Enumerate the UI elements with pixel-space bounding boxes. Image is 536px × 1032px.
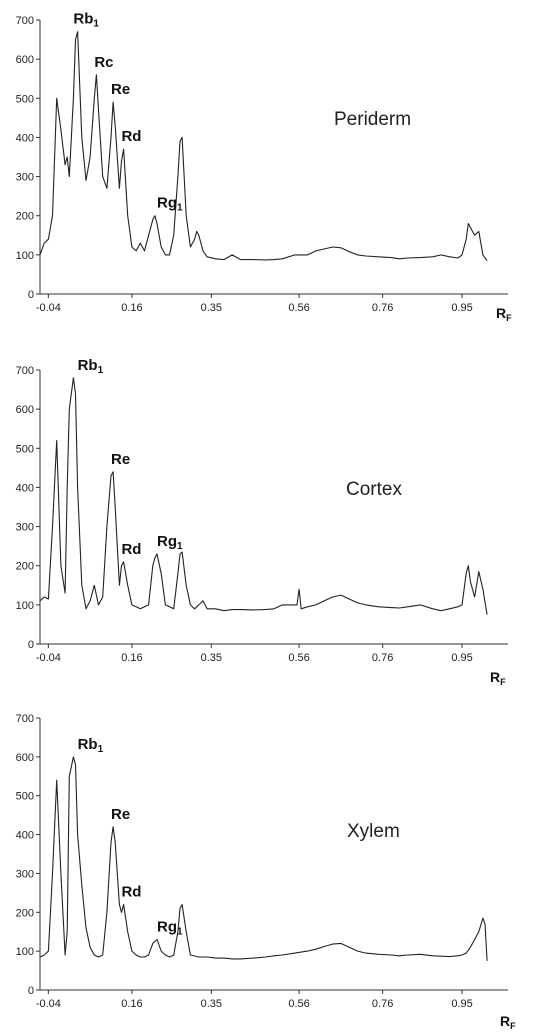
peak-label: Rg1 bbox=[157, 533, 183, 552]
chart-panel-0: 0 100 200 300 400 500 600 700 -0.04 0.16 0.35 0.56 0… bbox=[16, 11, 512, 323]
y-tick-label: 500 bbox=[16, 791, 34, 803]
peak-label: Rd bbox=[121, 541, 141, 558]
peak-label: Rc bbox=[94, 54, 113, 71]
x-tick-label: 0.95 bbox=[451, 302, 472, 314]
x-axis-label: RF bbox=[500, 1013, 516, 1031]
y-tick-label: 200 bbox=[16, 907, 34, 919]
y-tick-label: 100 bbox=[16, 250, 34, 262]
x-tick-label: -0.04 bbox=[36, 302, 61, 314]
y-tick-label: 100 bbox=[16, 600, 34, 612]
y-tick-label: 300 bbox=[16, 522, 34, 534]
series-line-0 bbox=[39, 756, 488, 961]
y-tick-label: 0 bbox=[28, 985, 34, 997]
x-tick-label: 0.16 bbox=[121, 998, 142, 1010]
y-tick-label: 300 bbox=[16, 868, 34, 880]
peak-label: Rb1 bbox=[78, 357, 104, 376]
y-tick-label: 500 bbox=[16, 93, 34, 105]
x-tick-label: 0.35 bbox=[201, 302, 222, 314]
series-line-0 bbox=[39, 31, 488, 262]
chart-title: Periderm bbox=[334, 109, 411, 130]
y-tick-label: 200 bbox=[16, 211, 34, 223]
peak-label: Re bbox=[111, 81, 130, 98]
y-tick-label: 400 bbox=[16, 830, 34, 842]
y-tick-label: 200 bbox=[16, 561, 34, 573]
peak-label: Rb1 bbox=[73, 11, 99, 30]
y-tick-label: 0 bbox=[28, 639, 34, 651]
y-tick-label: 400 bbox=[16, 482, 34, 494]
y-tick-label: 500 bbox=[16, 443, 34, 455]
x-tick-label: 0.76 bbox=[372, 302, 393, 314]
x-tick-label: 0.35 bbox=[201, 652, 222, 664]
peak-label: Re bbox=[111, 806, 130, 823]
y-tick-label: 700 bbox=[16, 365, 34, 377]
peak-label: Rg1 bbox=[157, 195, 183, 214]
y-tick-label: 0 bbox=[28, 289, 34, 301]
y-tick-label: 700 bbox=[16, 15, 34, 27]
x-tick-label: 0.35 bbox=[201, 998, 222, 1010]
x-axis-label: RF bbox=[490, 669, 506, 687]
peak-label: Rd bbox=[121, 128, 141, 145]
y-tick-label: 300 bbox=[16, 172, 34, 184]
x-tick-label: 0.56 bbox=[288, 998, 309, 1010]
x-axis-label: RF bbox=[496, 305, 512, 323]
peak-label: Rb1 bbox=[78, 736, 104, 755]
x-tick-label: 0.76 bbox=[372, 998, 393, 1010]
chart-panel-1: 0 100 200 300 400 500 600 700 -0.04 0.16 0.35 0.56 0… bbox=[16, 357, 508, 687]
peak-label: Rd bbox=[121, 884, 141, 901]
x-tick-label: -0.04 bbox=[36, 652, 61, 664]
peak-label: Re bbox=[111, 451, 130, 468]
chart-title: Xylem bbox=[347, 821, 400, 842]
chart-panel-2: 0 100 200 300 400 500 600 700 -0.04 0.16 0.35 0.56 0… bbox=[16, 713, 516, 1031]
series-line-0 bbox=[39, 377, 488, 615]
x-tick-label: 0.16 bbox=[121, 652, 142, 664]
y-tick-label: 400 bbox=[16, 132, 34, 144]
x-tick-label: 0.95 bbox=[451, 998, 472, 1010]
peak-label: Rg1 bbox=[157, 918, 183, 937]
x-tick-label: 0.76 bbox=[372, 652, 393, 664]
y-tick-label: 600 bbox=[16, 404, 34, 416]
y-tick-label: 100 bbox=[16, 946, 34, 958]
y-tick-label: 600 bbox=[16, 54, 34, 66]
x-tick-label: 0.56 bbox=[288, 652, 309, 664]
y-tick-label: 700 bbox=[16, 713, 34, 725]
x-tick-label: -0.04 bbox=[36, 998, 61, 1010]
y-tick-label: 600 bbox=[16, 752, 34, 764]
x-tick-label: 0.56 bbox=[288, 302, 309, 314]
chart-title: Cortex bbox=[346, 479, 402, 500]
x-tick-label: 0.16 bbox=[121, 302, 142, 314]
x-tick-label: 0.95 bbox=[451, 652, 472, 664]
